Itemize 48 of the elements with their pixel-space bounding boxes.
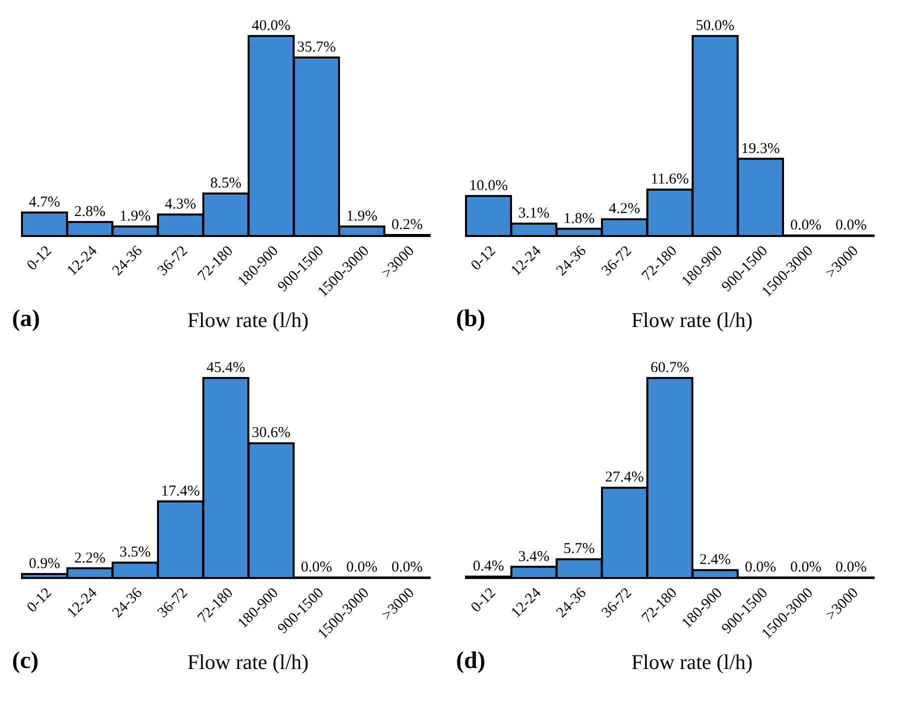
data-label: 0.0%: [744, 560, 776, 576]
data-label: 0.0%: [392, 560, 423, 576]
data-label: 11.6%: [650, 172, 689, 188]
data-label: 2.8%: [74, 204, 106, 220]
x-tick-label: 0-12: [468, 585, 500, 616]
x-tick-label: 0-12: [468, 243, 500, 274]
data-label: 4.7%: [28, 194, 60, 210]
data-label: 50.0%: [696, 18, 735, 34]
data-label: 0.2%: [392, 217, 423, 233]
text: (d): [456, 648, 486, 675]
data-label: 1.8%: [564, 210, 595, 227]
data-label: 60.7%: [650, 360, 690, 376]
x-axis-title: Flow rate (l/h): [186, 650, 310, 675]
data-label: 0.0%: [346, 560, 378, 576]
data-label: 8.5%: [210, 176, 242, 192]
data-label: 3.5%: [120, 544, 151, 561]
data-label: 0.4%: [472, 558, 504, 575]
x-axis-title: Flow rate (l/h): [630, 308, 754, 333]
data-label: 0.0%: [836, 560, 867, 576]
data-label: 35.7%: [297, 40, 336, 56]
x-tick-label: 0-12: [24, 585, 56, 616]
data-label: 2.2%: [74, 550, 106, 566]
data-label: 4.3%: [164, 196, 196, 212]
data-label: 3.1%: [518, 206, 550, 222]
data-label: 2.4%: [700, 552, 731, 568]
x-tick-label: 0-12: [24, 243, 56, 274]
data-label: 4.2%: [608, 201, 640, 218]
data-label: 0.9%: [28, 556, 60, 572]
data-label: 3.4%: [518, 548, 550, 565]
text: (c): [12, 648, 39, 675]
data-label: 0.0%: [790, 218, 822, 234]
text: (a): [12, 306, 40, 333]
x-axis-title: Flow rate (l/h): [186, 308, 310, 333]
text: (b): [456, 306, 486, 333]
data-label: 0.0%: [790, 560, 822, 576]
data-label: 0.0%: [836, 218, 867, 234]
data-label: 10.0%: [469, 178, 508, 194]
data-label: 19.3%: [741, 140, 780, 157]
data-label: 1.9%: [346, 208, 378, 224]
data-label: 40.0%: [252, 18, 291, 34]
data-label: 27.4%: [605, 470, 644, 486]
data-label: 1.9%: [120, 208, 151, 224]
data-label: 17.4%: [161, 483, 200, 500]
data-label: 5.7%: [564, 541, 595, 558]
data-label: 0.0%: [300, 560, 332, 576]
data-label: 45.4%: [206, 360, 246, 376]
x-axis-title: Flow rate (l/h): [630, 650, 754, 675]
data-label: 30.6%: [252, 425, 291, 442]
